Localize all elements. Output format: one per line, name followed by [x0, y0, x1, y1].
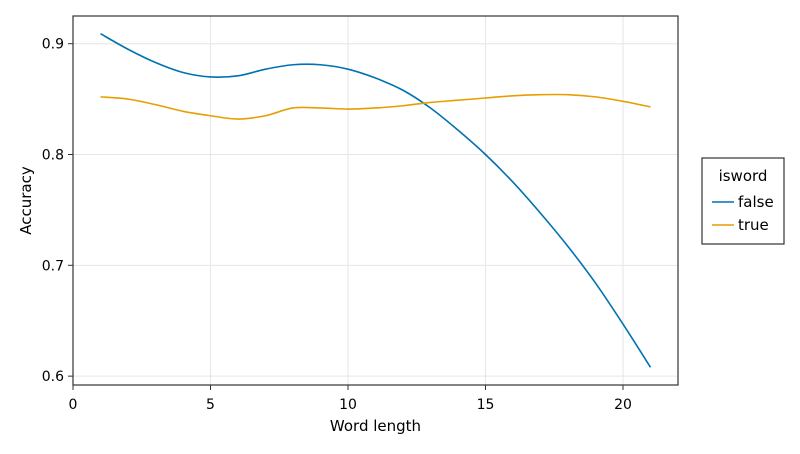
legend-items: false true	[712, 193, 774, 234]
x-tick-label: 10	[339, 397, 357, 413]
legend: isword false true	[701, 157, 785, 245]
series-lines	[100, 33, 652, 368]
plot-frame	[72, 15, 679, 386]
x-tick-label: 5	[206, 397, 215, 413]
x-tick-label: 15	[477, 397, 495, 413]
y-tick-label: 0.7	[42, 258, 64, 274]
series-line-false	[100, 33, 652, 368]
y-tick-label: 0.6	[42, 369, 64, 385]
y-tick-label: 0.8	[42, 148, 64, 164]
grid	[73, 16, 678, 385]
legend-box	[701, 157, 785, 245]
x-axis-label: Word length	[330, 417, 421, 435]
axis-ticks: 0 5 10 15 20 0.6 0.7 0.8 0.9	[42, 37, 632, 413]
legend-title: isword	[719, 167, 768, 185]
series-line-true	[100, 93, 651, 120]
legend-label-false: false	[738, 193, 774, 211]
legend-label-true: true	[738, 216, 769, 234]
x-tick-label: 0	[69, 397, 78, 413]
y-tick-label: 0.9	[42, 37, 64, 53]
y-axis-label: Accuracy	[17, 166, 35, 235]
x-tick-label: 20	[614, 397, 632, 413]
